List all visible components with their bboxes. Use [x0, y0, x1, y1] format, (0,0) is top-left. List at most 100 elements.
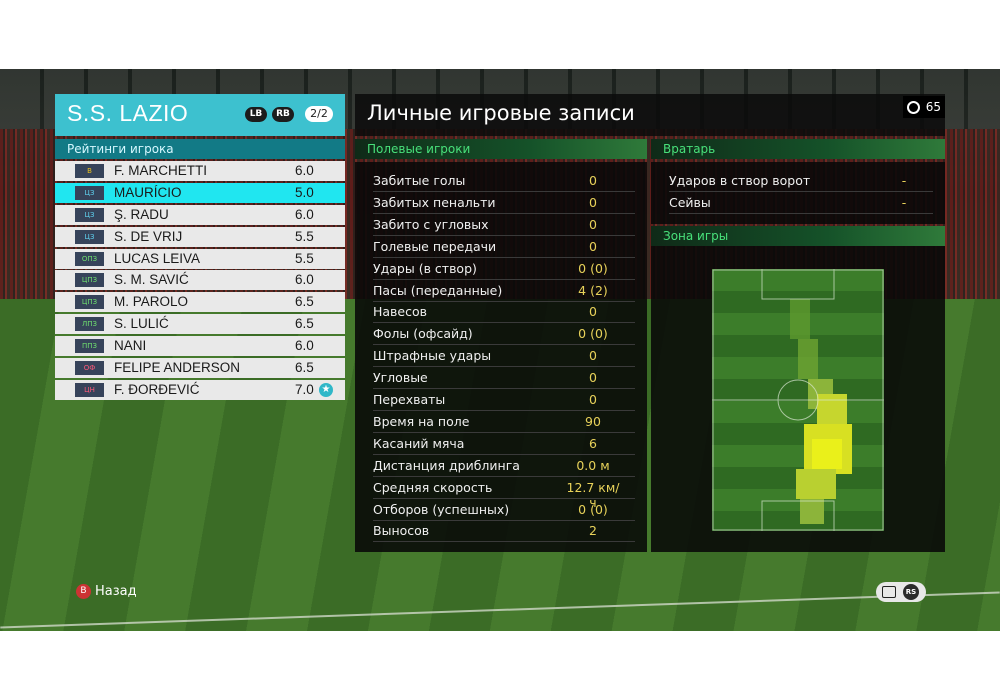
page-title: Личные игровые записи [367, 101, 635, 125]
stat-row: Дистанция дриблинга 0.0 м [373, 455, 635, 477]
player-row[interactable]: ЦПЗ S. M. SAVIĆ 6.0 [55, 270, 345, 291]
position-badge: ЦЗ [75, 185, 104, 200]
stat-row: Забитых пенальти 0 [373, 192, 635, 214]
player-name: F. ĐORĐEVIĆ [114, 381, 200, 397]
timer-value: 65 [925, 100, 941, 114]
stat-label: Выносов [373, 523, 430, 539]
stat-row: Сейвы - [669, 192, 933, 214]
stat-label: Сейвы [669, 195, 711, 210]
player-row[interactable]: ОПЗ LUCAS LEIVA 5.5 [55, 248, 345, 269]
stat-row: Угловые 0 [373, 367, 635, 390]
stat-row: Фолы (офсайд) 0 (0) [373, 323, 635, 346]
player-row[interactable]: ОФ FELIPE ANDERSON 6.5 [55, 358, 345, 379]
stat-value: 0 [589, 304, 597, 320]
chat-icon [882, 586, 896, 598]
stat-row: Пасы (переданные) 4 (2) [373, 280, 635, 302]
stat-value: 2 [589, 523, 597, 539]
player-name: LUCAS LEIVA [114, 250, 201, 266]
player-rating: 5.5 [295, 228, 314, 244]
player-rating: 6.0 [295, 206, 314, 222]
stat-value: 90 [585, 413, 601, 429]
stat-label: Перехваты [373, 392, 446, 407]
stat-label: Ударов в створ ворот [669, 173, 811, 188]
player-rating: 6.5 [295, 294, 314, 310]
match-timer: 65 [903, 96, 945, 118]
stat-value: 0 [589, 216, 597, 232]
player-row[interactable]: ЦН F. ĐORĐEVIĆ 7.0 ★ [55, 379, 345, 400]
stat-label: Средняя скорость [373, 479, 493, 495]
stat-value: 0 [589, 238, 597, 254]
position-badge: В [75, 164, 104, 178]
stat-row: Касаний мяча 6 [373, 433, 635, 455]
player-row[interactable]: ЦЗ Ş. RADU 6.0 [55, 204, 345, 225]
back-label: Назад [95, 584, 137, 599]
stat-label: Пасы (переданные) [373, 282, 503, 298]
stat-row: Удары (в створ) 0 (0) [373, 258, 635, 280]
stat-label: Забитые голы [373, 173, 466, 188]
player-row[interactable]: ЛПЗ S. LULIĆ 6.5 [55, 314, 345, 335]
field-players-stats-panel: Забитые голы 0 Забитых пенальти 0 Забито с у… [355, 162, 647, 552]
rs-button-icon: RS [903, 584, 919, 600]
ratings-title: Рейтинги игрока [55, 139, 345, 159]
player-name: MAURÍCIO [114, 184, 182, 200]
stat-label: Отборов (успешных) [373, 501, 510, 517]
team-name: S.S. LAZIO [67, 100, 189, 126]
player-row[interactable]: ЦЗ MAURÍCIO 5.0 [55, 182, 345, 203]
player-row[interactable]: ЦПЗ M. PAROLO 6.5 [55, 292, 345, 313]
stat-row: Средняя скорость 12.7 км/ч [373, 477, 635, 510]
back-button[interactable]: B Назад [76, 584, 137, 599]
player-name: S. M. SAVIĆ [114, 272, 189, 288]
stat-value: 0 [589, 194, 597, 210]
heatmap-cells [790, 299, 852, 524]
stat-value: 0 (0) [578, 326, 608, 342]
rb-button-icon[interactable]: RB [272, 107, 294, 122]
goalkeeper-stats-panel: Ударов в створ ворот - Сейвы - [651, 162, 945, 224]
player-name: NANI [114, 338, 147, 354]
b-button-icon: B [76, 584, 91, 599]
player-rating: 5.0 [295, 184, 314, 200]
player-row[interactable]: В F. MARCHETTI 6.0 [55, 161, 345, 181]
position-badge: ОФ [75, 361, 104, 376]
stat-label: Голевые передачи [373, 238, 497, 254]
stat-label: Касаний мяча [373, 435, 465, 451]
stat-row: Навесов 0 [373, 301, 635, 324]
lb-button-icon[interactable]: LB [245, 107, 267, 122]
player-row[interactable]: ЦЗ S. DE VRIJ 5.5 [55, 226, 345, 247]
stat-label: Фолы (офсайд) [373, 326, 473, 342]
stat-value: - [901, 195, 907, 210]
stat-value: 0 [589, 392, 597, 407]
stat-value: - [901, 173, 907, 188]
clock-icon [907, 101, 920, 114]
position-badge: ППЗ [75, 339, 104, 354]
player-name: Ş. RADU [114, 206, 169, 222]
player-name: F. MARCHETTI [114, 163, 207, 178]
stat-row: Забито с угловых 0 [373, 214, 635, 236]
player-rating: 6.5 [295, 316, 314, 332]
player-rating: 6.5 [295, 360, 314, 376]
stat-row: Отборов (успешных) 0 (0) [373, 499, 635, 521]
position-badge: ЦПЗ [75, 295, 104, 310]
player-name: FELIPE ANDERSON [114, 360, 241, 376]
position-badge: ОПЗ [75, 251, 104, 266]
goalkeeper-header: Вратарь [651, 139, 945, 159]
controls-hint[interactable]: RS [876, 582, 926, 602]
stat-label: Дистанция дриблинга [373, 457, 520, 473]
stat-value: 0 [589, 370, 597, 386]
stat-label: Удары (в створ) [373, 260, 477, 276]
player-rating: 6.0 [295, 338, 314, 354]
player-rating: 6.0 [295, 272, 314, 288]
zone-header: Зона игры [651, 226, 945, 246]
position-badge: ЦПЗ [75, 273, 104, 288]
star-icon: ★ [319, 382, 333, 397]
heatmap-lines [712, 269, 884, 531]
position-badge: ЦН [75, 382, 104, 397]
player-name: S. LULIĆ [114, 316, 169, 332]
player-row[interactable]: ППЗ NANI 6.0 [55, 336, 345, 357]
stat-value: 0 (0) [578, 501, 608, 517]
page-indicator: 2/2 [305, 106, 333, 122]
stat-row: Перехваты 0 [373, 389, 635, 411]
stat-label: Угловые [373, 370, 428, 386]
player-ratings-list: В F. MARCHETTI 6.0 ЦЗ MAURÍCIO 5.0 ЦЗ Ş. RADU 6.… [55, 161, 345, 402]
stat-label: Время на поле [373, 413, 470, 429]
stat-value: 6 [589, 435, 597, 451]
